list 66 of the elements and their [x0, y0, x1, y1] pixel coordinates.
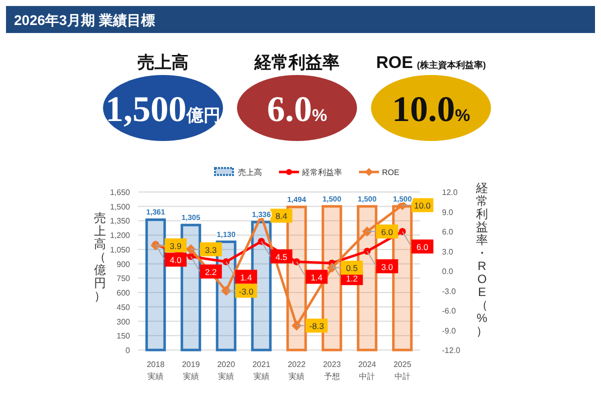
- y-tick-label: 300: [116, 317, 131, 326]
- text: 2026年3月期 業績目標: [14, 12, 155, 28]
- data-label: 3.0: [381, 262, 394, 272]
- x-tick-label: 2022 実績: [288, 360, 306, 381]
- data-label: 0.5: [346, 263, 358, 274]
- data-label: 6.0: [381, 227, 394, 237]
- x-tick-label: 2023 予想: [322, 360, 342, 381]
- text: 売上高: [138, 53, 188, 72]
- point: [221, 286, 232, 296]
- y2-tick-label: 3.0: [442, 247, 454, 256]
- bar: [145, 218, 166, 352]
- text: 6.0%: [266, 89, 328, 129]
- bar: [322, 205, 342, 352]
- bar: [356, 205, 378, 352]
- y2-tick-label: 9.0: [442, 208, 454, 217]
- data-label: 4.0: [170, 255, 182, 266]
- x-tick-label: 2021 実績: [252, 360, 271, 381]
- legend-label: 経常利益率: [301, 168, 342, 177]
- point: [398, 228, 406, 235]
- text: (株主資本利益率): [416, 60, 486, 70]
- y-tick-label: 1,650: [110, 188, 131, 197]
- data-label: 3.9: [170, 240, 182, 251]
- x-tick-label: 2018 実績: [146, 360, 166, 381]
- text: 経常利益率: [254, 53, 340, 72]
- y-tick-label: 600: [116, 288, 131, 298]
- y2-tick-label: -12.0: [442, 346, 461, 355]
- y-tick-label: 750: [116, 274, 131, 284]
- data-label: 8.4: [275, 211, 288, 222]
- y2-tick-label: -6.0: [442, 306, 456, 316]
- y-tick-label: 1,500: [110, 202, 131, 212]
- y2-tick-label: -3.0: [442, 286, 456, 296]
- y-tick-label: 450: [116, 302, 131, 312]
- y2-tick-label: 6.0: [442, 228, 454, 236]
- data-label: 3.3: [204, 244, 218, 255]
- text: ROE: [376, 53, 413, 72]
- y-tick-label: 1,200: [110, 231, 131, 240]
- text: 経常利益率・ROE（%）: [476, 181, 488, 338]
- data-label: 1.2: [346, 274, 358, 284]
- y-tick-label: 1,050: [110, 245, 131, 254]
- data-label: 2.2: [204, 267, 218, 278]
- data-label: 1.4: [240, 272, 252, 282]
- y2-tick-label: -9.0: [442, 326, 456, 336]
- y-axis-title: 売上高（億円）: [94, 211, 106, 303]
- point: [362, 226, 372, 236]
- data-label: -3.0: [238, 286, 254, 296]
- y-tick-label: 1,350: [110, 216, 131, 226]
- point: [292, 320, 302, 331]
- legend-label: 売上高: [238, 168, 262, 177]
- y2-tick-label: 0.0: [442, 267, 454, 276]
- data-label: -8.3: [309, 321, 324, 332]
- text: 1,500億円: [106, 89, 220, 129]
- y-tick-label: 0: [126, 346, 131, 355]
- text: 10.0%: [392, 89, 470, 129]
- data-label: 1.4: [310, 272, 323, 282]
- y-tick-label: 900: [116, 260, 131, 269]
- data-label: 10.0: [414, 200, 431, 211]
- x-tick-label: 2020 実績: [217, 360, 236, 381]
- x-tick-label: 2019 実績: [182, 360, 200, 381]
- data-label: 4.5: [275, 252, 288, 262]
- y-tick-label: 150: [116, 332, 131, 341]
- x-tick-label: 2025 中計: [393, 360, 412, 381]
- legend-label: ROE: [382, 168, 400, 177]
- point: [186, 244, 196, 254]
- y2-tick-label: 12.0: [442, 188, 458, 197]
- data-label: 6.0: [416, 242, 429, 252]
- x-tick-label: 2024 中計: [358, 360, 377, 381]
